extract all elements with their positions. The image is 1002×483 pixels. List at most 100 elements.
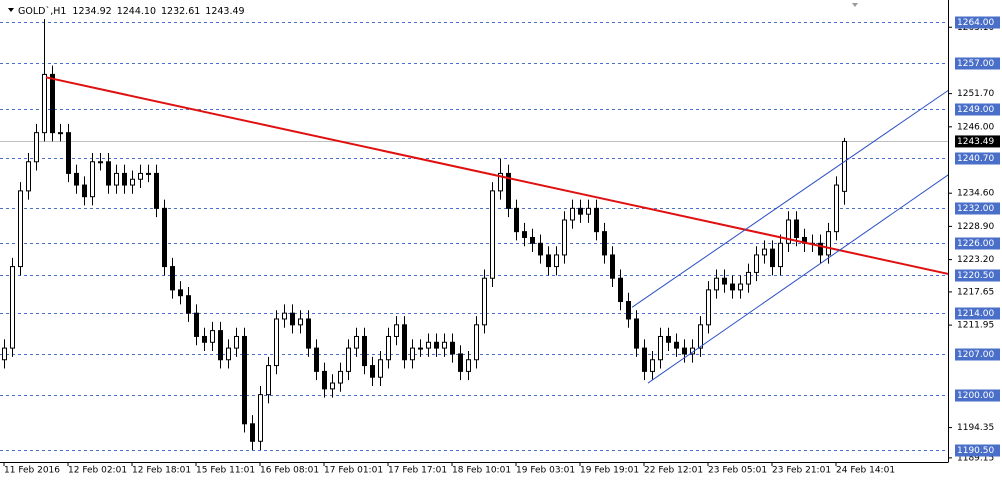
level-label: 1226.00 bbox=[957, 239, 994, 249]
candle-body bbox=[346, 347, 351, 372]
candle-body bbox=[402, 324, 407, 361]
candle-body bbox=[722, 277, 727, 285]
trendline bbox=[647, 174, 948, 384]
candle-body bbox=[786, 219, 791, 244]
x-tick-label: 23 Feb 05:01 bbox=[708, 466, 767, 476]
candle-body bbox=[338, 370, 343, 384]
candle-body bbox=[98, 161, 103, 164]
x-tick-label: 24 Feb 14:01 bbox=[836, 466, 895, 476]
candle-body bbox=[58, 132, 63, 135]
candle-body bbox=[378, 359, 383, 378]
candle-body bbox=[658, 335, 663, 361]
candle-body bbox=[834, 184, 839, 233]
level-label-box bbox=[955, 16, 1000, 29]
candle-body bbox=[34, 132, 39, 163]
last-price-label: 1243.49 bbox=[957, 137, 994, 147]
candle-body bbox=[514, 207, 519, 233]
y-tick-label: 1194.35 bbox=[957, 423, 994, 433]
candle-body bbox=[594, 207, 599, 233]
symbol: GOLD`,H1 bbox=[18, 6, 66, 17]
candle-body bbox=[426, 341, 431, 349]
candle-body bbox=[74, 172, 79, 186]
candle-body bbox=[450, 341, 455, 355]
candle-body bbox=[490, 190, 495, 279]
candle-body bbox=[250, 423, 255, 442]
candle-body bbox=[746, 271, 751, 285]
x-tick-label: 19 Feb 03:01 bbox=[516, 466, 575, 476]
y-tick-label: 1228.90 bbox=[957, 222, 994, 232]
candle-body bbox=[826, 231, 831, 256]
close-value: 1243.49 bbox=[205, 6, 244, 17]
candle-body bbox=[738, 283, 743, 291]
candle-body bbox=[114, 172, 119, 186]
candle-body bbox=[42, 73, 47, 134]
candle-body bbox=[842, 140, 847, 192]
candle-body bbox=[714, 277, 719, 291]
candle-body bbox=[442, 341, 447, 349]
level-label: 1264.00 bbox=[957, 18, 994, 28]
x-tick-label: 11 Feb 2016 bbox=[4, 466, 60, 476]
candle-body bbox=[170, 266, 175, 291]
candle-body bbox=[122, 172, 127, 186]
candle-body bbox=[754, 254, 759, 273]
level-label: 1200.00 bbox=[957, 391, 994, 401]
candle-body bbox=[610, 254, 615, 279]
candle-body bbox=[202, 335, 207, 343]
last-price-box bbox=[955, 135, 1000, 148]
x-tick-label: 17 Feb 01:01 bbox=[324, 466, 383, 476]
candle-body bbox=[730, 283, 735, 291]
candle-body bbox=[282, 312, 287, 320]
candle-body bbox=[2, 347, 7, 361]
candle-body bbox=[682, 347, 687, 355]
candle-body bbox=[82, 184, 87, 198]
candle-body bbox=[650, 359, 655, 372]
level-label: 1220.50 bbox=[957, 271, 994, 281]
candle-body bbox=[162, 207, 167, 268]
level-label: 1190.50 bbox=[957, 446, 994, 456]
candle-body bbox=[66, 132, 71, 174]
candle-body bbox=[386, 335, 391, 361]
y-tick-label: 1234.60 bbox=[957, 189, 994, 199]
candle-body bbox=[18, 190, 23, 268]
candle-body bbox=[410, 347, 415, 361]
x-tick-label: 18 Feb 10:01 bbox=[452, 466, 511, 476]
candle-body bbox=[194, 312, 199, 337]
y-tick-label: 1251.70 bbox=[957, 89, 994, 99]
x-tick-label: 12 Feb 02:01 bbox=[68, 466, 127, 476]
level-label-box bbox=[955, 348, 1000, 361]
candle-body bbox=[562, 219, 567, 256]
level-label-box bbox=[955, 103, 1000, 116]
candle-body bbox=[634, 318, 639, 349]
candle-body bbox=[370, 365, 375, 378]
candle-body bbox=[26, 161, 31, 192]
candle-body bbox=[130, 178, 135, 186]
candle-body bbox=[666, 335, 671, 343]
candle-body bbox=[458, 353, 463, 372]
candle-body bbox=[50, 73, 55, 134]
candle-body bbox=[530, 236, 535, 244]
y-tick-label: 1217.65 bbox=[957, 287, 994, 297]
level-label: 1240.70 bbox=[957, 154, 994, 164]
candle-body bbox=[482, 277, 487, 326]
level-label-box bbox=[955, 202, 1000, 215]
candle-body bbox=[106, 161, 111, 186]
candle-body bbox=[554, 254, 559, 268]
candle-body bbox=[586, 207, 591, 215]
candle-body bbox=[618, 277, 623, 303]
candle-body bbox=[186, 295, 191, 314]
x-tick-label: 19 Feb 19:01 bbox=[580, 466, 639, 476]
candle-body bbox=[234, 335, 239, 349]
candle-body bbox=[354, 335, 359, 349]
trendline bbox=[45, 76, 948, 275]
level-label-box bbox=[955, 269, 1000, 282]
candle-body bbox=[242, 335, 247, 425]
candle-body bbox=[778, 242, 783, 268]
level-label: 1214.00 bbox=[957, 309, 994, 319]
menu-arrow[interactable] bbox=[8, 8, 14, 12]
candle-body bbox=[394, 324, 399, 337]
candle-body bbox=[138, 172, 143, 180]
candle-body bbox=[602, 231, 607, 256]
candle-body bbox=[770, 248, 775, 268]
candle-body bbox=[146, 172, 151, 175]
